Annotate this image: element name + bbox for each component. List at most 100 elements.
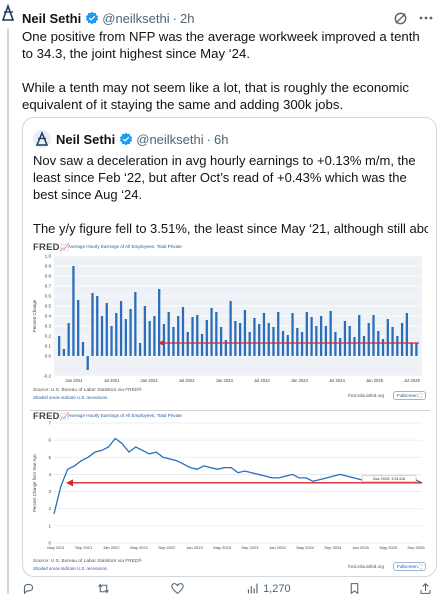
x-tick-label: Jan 2025 — [366, 378, 384, 383]
line-chart-svg: 0 1 2 3 4 5 6 7 Nov 2025: 3.51418 May 2021 Sep 202… — [32, 421, 425, 551]
bar — [248, 332, 251, 356]
y-tick-label: 0.0 — [45, 354, 52, 359]
bar — [196, 315, 199, 356]
bar — [391, 327, 394, 356]
reference-arrow — [158, 340, 163, 346]
chart-title: Average Hourly Earnings of All Employees… — [68, 413, 182, 418]
y-tick-label: 3 — [48, 489, 51, 494]
bar-chart-svg: -0.2 0.0 0.1 0.2 0.3 0.4 0.5 0.6 0.7 0.8 0.9 1.0 Jan… — [32, 254, 422, 383]
quoted-tweet[interactable]: Neil Sethi @neilksethi · 6h Nov saw a de… — [22, 117, 437, 577]
heart-icon — [171, 583, 185, 594]
bar — [405, 313, 408, 356]
bar — [367, 323, 370, 356]
quote-text: Nov saw a deceleration in avg hourly ear… — [33, 152, 428, 254]
views-icon — [247, 583, 258, 594]
bar — [348, 326, 351, 356]
chart-source: Source: U.S. Bureau of Labor Statistics … — [33, 388, 142, 393]
quote-paragraph: The y/y figure fell to 3.51%, the least … — [33, 221, 428, 236]
verified-badge-icon — [86, 11, 99, 25]
bar — [186, 332, 189, 356]
series-line — [53, 437, 423, 515]
fred-logo: FRED📈 — [33, 411, 70, 422]
bar — [319, 316, 323, 356]
bar — [310, 317, 313, 356]
bar — [96, 296, 99, 356]
reply-button[interactable] — [22, 582, 39, 594]
bar — [210, 308, 213, 356]
author-name[interactable]: Neil Sethi — [22, 10, 82, 26]
bar — [258, 324, 261, 356]
bar — [191, 317, 194, 356]
avatar[interactable] — [0, 4, 16, 22]
y-tick-label: 0.7 — [45, 284, 52, 289]
x-tick-label: Jan 2022 — [140, 378, 158, 383]
x-tick-label: May 2024 — [296, 545, 314, 550]
bar — [162, 324, 166, 356]
bar — [234, 321, 237, 356]
author-handle[interactable]: @neilksethi — [102, 10, 170, 26]
bar — [205, 320, 208, 356]
quote-avatar — [33, 130, 51, 148]
y-tick-label: 0.3 — [45, 324, 52, 329]
reference-arrow — [66, 479, 73, 487]
grok-icon[interactable] — [393, 11, 408, 26]
views-button[interactable]: 1,270 — [246, 582, 291, 594]
bar — [143, 306, 147, 356]
y-tick-label: 0.8 — [45, 274, 52, 279]
bar — [58, 336, 61, 356]
y-tick-label: 4 — [48, 472, 51, 477]
bar — [358, 315, 361, 356]
like-button[interactable] — [171, 582, 188, 594]
y-tick-label: 1.0 — [45, 254, 52, 259]
x-tick-label: May 2021 — [47, 545, 65, 550]
bar — [267, 323, 270, 356]
x-tick-label: Sep 2023 — [241, 545, 259, 550]
fred-logo: FRED📈 — [33, 242, 70, 253]
retweet-button[interactable] — [97, 582, 114, 594]
quote-author-name: Neil Sethi — [56, 131, 116, 147]
bar — [167, 312, 170, 356]
x-tick-label: May 2022 — [130, 545, 148, 550]
quote-media[interactable]: FRED📈 Average Hourly Earnings of All Emp… — [30, 242, 430, 576]
fred-bar-chart[interactable]: FRED📈 Average Hourly Earnings of All Emp… — [30, 242, 430, 408]
tweet-time[interactable]: 2h — [180, 10, 195, 26]
bar — [396, 336, 399, 356]
bar — [291, 313, 294, 356]
x-tick-label: Jan 2023 — [186, 545, 203, 550]
bar — [153, 316, 156, 356]
bar — [100, 316, 104, 356]
fred-url[interactable]: fred.stlouisfed.org — [348, 564, 384, 569]
fred-url[interactable]: fred.stlouisfed.org — [348, 393, 384, 398]
bar — [386, 319, 389, 356]
fred-line-chart[interactable]: FRED📈 Average Hourly Earnings of All Emp… — [30, 410, 430, 576]
share-button[interactable] — [419, 582, 432, 594]
x-tick-label: Jan 2024 — [269, 545, 286, 550]
bar — [343, 321, 347, 356]
bar — [400, 323, 404, 356]
separator-dot: · — [206, 131, 211, 147]
x-tick-label: Jul 2024 — [329, 378, 346, 383]
reply-icon — [23, 583, 34, 594]
share-icon — [420, 582, 431, 594]
bar — [158, 289, 161, 356]
quote-header: Neil Sethi @neilksethi · 6h — [33, 130, 228, 148]
x-tick-label: Jan 2021 — [65, 378, 83, 383]
fullscreen-button[interactable]: Fullscreen ⛶ — [392, 391, 426, 400]
chart-shaded-note: Shaded areas indicate U.S. recessions. — [33, 395, 109, 400]
fullscreen-button[interactable]: Fullscreen ⛶ — [392, 562, 426, 571]
bar — [86, 356, 89, 370]
bar — [410, 343, 413, 356]
more-options-icon[interactable] — [418, 15, 434, 21]
bar — [215, 312, 218, 356]
bar — [415, 343, 418, 356]
bar — [138, 343, 142, 356]
bar — [200, 334, 204, 356]
bar — [239, 323, 242, 356]
bar — [72, 266, 75, 356]
bar — [181, 307, 185, 356]
bookmark-button[interactable] — [348, 582, 361, 594]
bar — [372, 315, 375, 356]
annotation-box — [361, 475, 417, 483]
x-tick-label: Sep 2021 — [75, 545, 93, 550]
y-tick-label: 2 — [48, 506, 51, 511]
